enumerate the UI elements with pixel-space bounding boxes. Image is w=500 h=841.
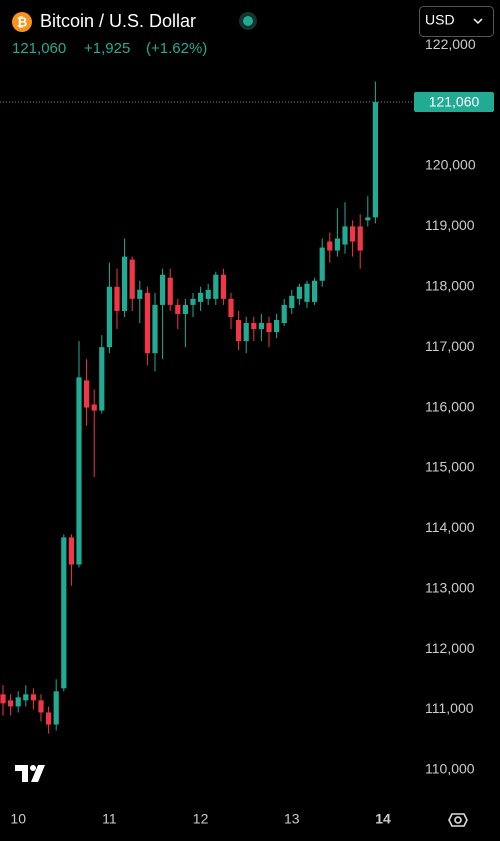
price-badge (414, 92, 494, 113)
candle-body (53, 691, 59, 725)
candle-body (190, 298, 196, 305)
candle-body (357, 226, 363, 251)
y-tick-label: 118,000 (425, 277, 475, 293)
candle-body (91, 404, 97, 411)
candle-body (243, 323, 249, 342)
candle-body (0, 694, 6, 704)
candle-body (84, 380, 90, 408)
candle-body (350, 226, 356, 242)
coin-icon (12, 12, 32, 32)
candle-body (365, 217, 371, 221)
candle-body (236, 320, 242, 342)
candle-body (281, 304, 287, 324)
candle-body (122, 256, 128, 311)
tradingview-logo (15, 765, 45, 782)
candle-body (312, 280, 318, 302)
y-tick-label: 117,000 (425, 338, 475, 354)
candle-body (46, 712, 52, 725)
y-tick-label: 113,000 (425, 579, 475, 595)
x-tick-label: 12 (193, 811, 209, 827)
status-dot (243, 16, 253, 26)
candle-body (38, 700, 44, 713)
candle-body (137, 289, 143, 299)
header-change: +1,925 (84, 40, 130, 57)
candle-body (213, 274, 219, 299)
candle-body (129, 259, 135, 299)
candle-body (334, 238, 340, 251)
x-tick-label: 10 (10, 811, 26, 827)
y-tick-label: 120,000 (425, 157, 476, 173)
y-tick-label: 110,000 (425, 761, 475, 777)
candle-body (266, 323, 272, 333)
settings-button[interactable] (448, 813, 468, 827)
candle-body (198, 292, 204, 302)
candle-body (61, 537, 67, 689)
candle-body (372, 102, 378, 218)
y-tick-label: 112,000 (425, 640, 475, 656)
candle-body (152, 304, 158, 354)
candle-body (99, 347, 105, 411)
candle-body (289, 295, 295, 308)
coin-glyph: ₿ (17, 14, 28, 29)
x-tick-label: 11 (102, 811, 117, 827)
dropdown-arrow[interactable] (473, 18, 483, 25)
candle-body (23, 694, 29, 701)
candle-body (175, 304, 181, 314)
y-tick-label: 115,000 (425, 459, 475, 475)
x-tick-label: 13 (284, 811, 300, 827)
y-tick-label: 111,000 (425, 700, 474, 716)
candle-body (319, 247, 325, 281)
y-tick-label: 119,000 (425, 217, 475, 233)
currency-select[interactable] (419, 6, 494, 37)
candle-body (304, 283, 310, 302)
candle-body (144, 292, 150, 354)
candle-body (274, 320, 280, 333)
y-tick-label: 116,000 (425, 398, 475, 414)
plot-area: 110,000 111,000 112,000 113,000 114,000 115,0… (0, 36, 494, 827)
candle-body (106, 286, 112, 348)
candle-body (167, 277, 173, 305)
x-tick-label: 14 (375, 811, 391, 827)
candle-body (182, 304, 188, 314)
candle-body (8, 700, 14, 707)
y-tick-label: 114,000 (425, 519, 475, 535)
candle-body (327, 241, 333, 251)
candle-body (205, 289, 211, 299)
candle-body (15, 697, 21, 707)
candle-body (114, 286, 120, 311)
candle-body (251, 323, 257, 330)
price-badge-label: 121,060 (429, 94, 480, 110)
candle-body (160, 274, 166, 305)
candle-body (220, 274, 226, 299)
candle-body (68, 537, 74, 565)
candle-body (30, 694, 36, 701)
candle-body (76, 377, 82, 565)
header-price: 121,060 (12, 40, 66, 57)
currency-label[interactable]: USD (425, 12, 455, 28)
candle-body (258, 323, 264, 330)
symbol-title: Bitcoin / U.S. Dollar (40, 11, 196, 31)
y-tick-label: 122,000 (425, 36, 476, 52)
candle-body (228, 298, 234, 317)
header-change-percent: (+1.62%) (146, 40, 207, 57)
candle-body (296, 286, 302, 299)
candle-body (342, 226, 348, 245)
